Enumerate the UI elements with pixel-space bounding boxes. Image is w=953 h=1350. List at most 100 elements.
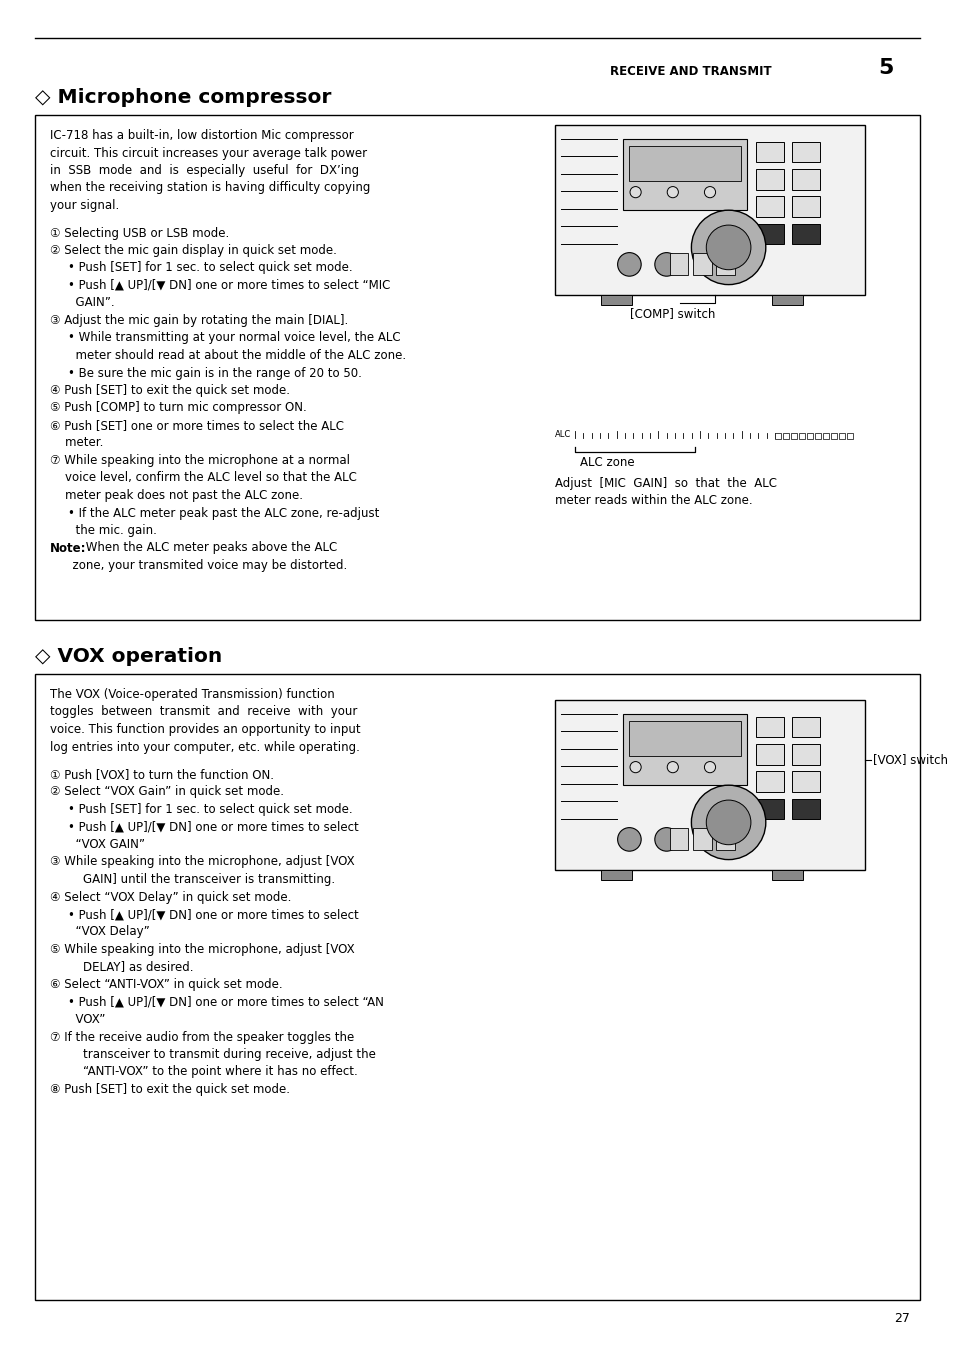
Bar [791,169,820,189]
Text: meter should read at about the middle of the ALC zone.: meter should read at about the middle of… [68,350,406,362]
Text: • Push [▲ UP]/[▼ DN] one or more times to select: • Push [▲ UP]/[▼ DN] one or more times t… [68,909,358,921]
Text: voice level, confirm the ALC level so that the ALC: voice level, confirm the ALC level so th… [50,471,356,485]
Circle shape [703,761,715,772]
Text: ALC zone: ALC zone [579,456,634,468]
Text: ① Push [VOX] to turn the function ON.: ① Push [VOX] to turn the function ON. [50,768,274,782]
Text: 27: 27 [893,1312,909,1324]
Bar [846,433,852,439]
Text: Note:: Note: [50,541,87,555]
Text: GAIN”.: GAIN”. [68,297,114,309]
Text: IC-718 has a built-in, low distortion Mic compressor: IC-718 has a built-in, low distortion Mi… [50,130,354,142]
Text: DELAY] as desired.: DELAY] as desired. [68,960,193,973]
Text: ⑦ If the receive audio from the speaker toggles the: ⑦ If the receive audio from the speaker … [50,1030,354,1044]
Bar [669,252,687,274]
Text: log entries into your computer, etc. while operating.: log entries into your computer, etc. whi… [50,741,359,753]
Bar [716,828,734,849]
Bar [756,744,783,764]
Bar [790,433,796,439]
Bar [806,433,812,439]
Text: toggles  between  transmit  and  receive  with  your: toggles between transmit and receive wit… [50,706,357,718]
Bar [692,828,711,849]
Text: ① Selecting USB or LSB mode.: ① Selecting USB or LSB mode. [50,227,229,239]
Text: ⑥ Select “ANTI-VOX” in quick set mode.: ⑥ Select “ANTI-VOX” in quick set mode. [50,977,282,991]
Bar [814,433,821,439]
Circle shape [666,186,678,197]
Bar [791,771,820,792]
Bar [791,196,820,217]
Text: • Be sure the mic gain is in the range of 20 to 50.: • Be sure the mic gain is in the range o… [68,366,361,379]
Text: circuit. This circuit increases your average talk power: circuit. This circuit increases your ave… [50,147,367,159]
Text: ② Select “VOX Gain” in quick set mode.: ② Select “VOX Gain” in quick set mode. [50,786,284,798]
Text: ⑥ Push [SET] one or more times to select the ALC: ⑥ Push [SET] one or more times to select… [50,418,344,432]
Bar [791,744,820,764]
Bar [822,433,828,439]
Bar [35,115,919,620]
Bar [791,224,820,244]
Bar [756,771,783,792]
Text: 5: 5 [877,58,892,78]
Text: • Push [▲ UP]/[▼ DN] one or more times to select: • Push [▲ UP]/[▼ DN] one or more times t… [68,821,358,833]
Circle shape [691,786,765,860]
Text: ◇ VOX operation: ◇ VOX operation [35,647,222,666]
Bar [782,433,788,439]
Circle shape [654,252,678,277]
Text: “ANTI-VOX” to the point where it has no effect.: “ANTI-VOX” to the point where it has no … [68,1065,357,1079]
Text: in  SSB  mode  and  is  especially  useful  for  DX’ing: in SSB mode and is especially useful for… [50,163,358,177]
Text: your signal.: your signal. [50,198,119,212]
Text: ③ Adjust the mic gain by rotating the main [DIAL].: ③ Adjust the mic gain by rotating the ma… [50,315,348,327]
Text: The VOX (Voice-operated Transmission) function: The VOX (Voice-operated Transmission) fu… [50,688,335,701]
Text: “VOX Delay”: “VOX Delay” [68,926,150,938]
Bar [799,433,804,439]
Circle shape [654,828,678,852]
Bar [771,869,802,880]
Bar [35,674,919,1300]
Text: VOX”: VOX” [68,1012,105,1026]
Text: “VOX GAIN”: “VOX GAIN” [68,838,145,850]
Circle shape [691,211,765,285]
Bar [756,717,783,737]
Bar [756,799,783,819]
Text: • If the ALC meter peak past the ALC zone, re-adjust: • If the ALC meter peak past the ALC zon… [68,506,379,520]
Text: meter.: meter. [50,436,103,450]
Circle shape [629,186,640,197]
Circle shape [703,186,715,197]
Text: RECEIVE AND TRANSMIT: RECEIVE AND TRANSMIT [609,65,771,78]
Text: Adjust  [MIC  GAIN]  so  that  the  ALC: Adjust [MIC GAIN] so that the ALC [555,477,776,490]
Text: [COMP] switch: [COMP] switch [629,306,715,320]
Text: • Push [SET] for 1 sec. to select quick set mode.: • Push [SET] for 1 sec. to select quick … [68,262,353,274]
Text: meter reads within the ALC zone.: meter reads within the ALC zone. [555,494,752,508]
Text: • Push [▲ UP]/[▼ DN] one or more times to select “AN: • Push [▲ UP]/[▼ DN] one or more times t… [68,995,383,1008]
Text: ◇ Microphone compressor: ◇ Microphone compressor [35,88,331,107]
Circle shape [629,761,640,772]
Bar [716,252,734,274]
Bar [791,142,820,162]
Bar [756,224,783,244]
Text: ③ While speaking into the microphone, adjust [VOX: ③ While speaking into the microphone, ad… [50,856,355,868]
Text: ④ Select “VOX Delay” in quick set mode.: ④ Select “VOX Delay” in quick set mode. [50,891,291,903]
Bar [830,433,836,439]
Bar [756,142,783,162]
Text: • While transmitting at your normal voice level, the ALC: • While transmitting at your normal voic… [68,332,400,344]
Bar [774,433,781,439]
Text: ALC: ALC [555,431,571,439]
Bar [555,126,864,296]
Bar [622,139,746,211]
Circle shape [705,225,750,270]
Bar [601,296,632,305]
Text: zone, your transmited voice may be distorted.: zone, your transmited voice may be disto… [50,559,347,572]
Bar [791,717,820,737]
Circle shape [666,761,678,772]
Text: ⑦ While speaking into the microphone at a normal: ⑦ While speaking into the microphone at … [50,454,350,467]
Bar [756,169,783,189]
Text: meter peak does not past the ALC zone.: meter peak does not past the ALC zone. [50,489,303,502]
Text: the mic. gain.: the mic. gain. [68,524,156,537]
Bar [629,721,740,756]
Text: • Push [SET] for 1 sec. to select quick set mode.: • Push [SET] for 1 sec. to select quick … [68,803,353,815]
Text: [VOX] switch: [VOX] switch [872,753,947,765]
Circle shape [617,828,640,852]
Text: voice. This function provides an opportunity to input: voice. This function provides an opportu… [50,724,360,736]
Bar [692,252,711,274]
Text: transceiver to transmit during receive, adjust the: transceiver to transmit during receive, … [68,1048,375,1061]
Bar [555,701,864,869]
Text: ② Select the mic gain display in quick set mode.: ② Select the mic gain display in quick s… [50,244,336,256]
